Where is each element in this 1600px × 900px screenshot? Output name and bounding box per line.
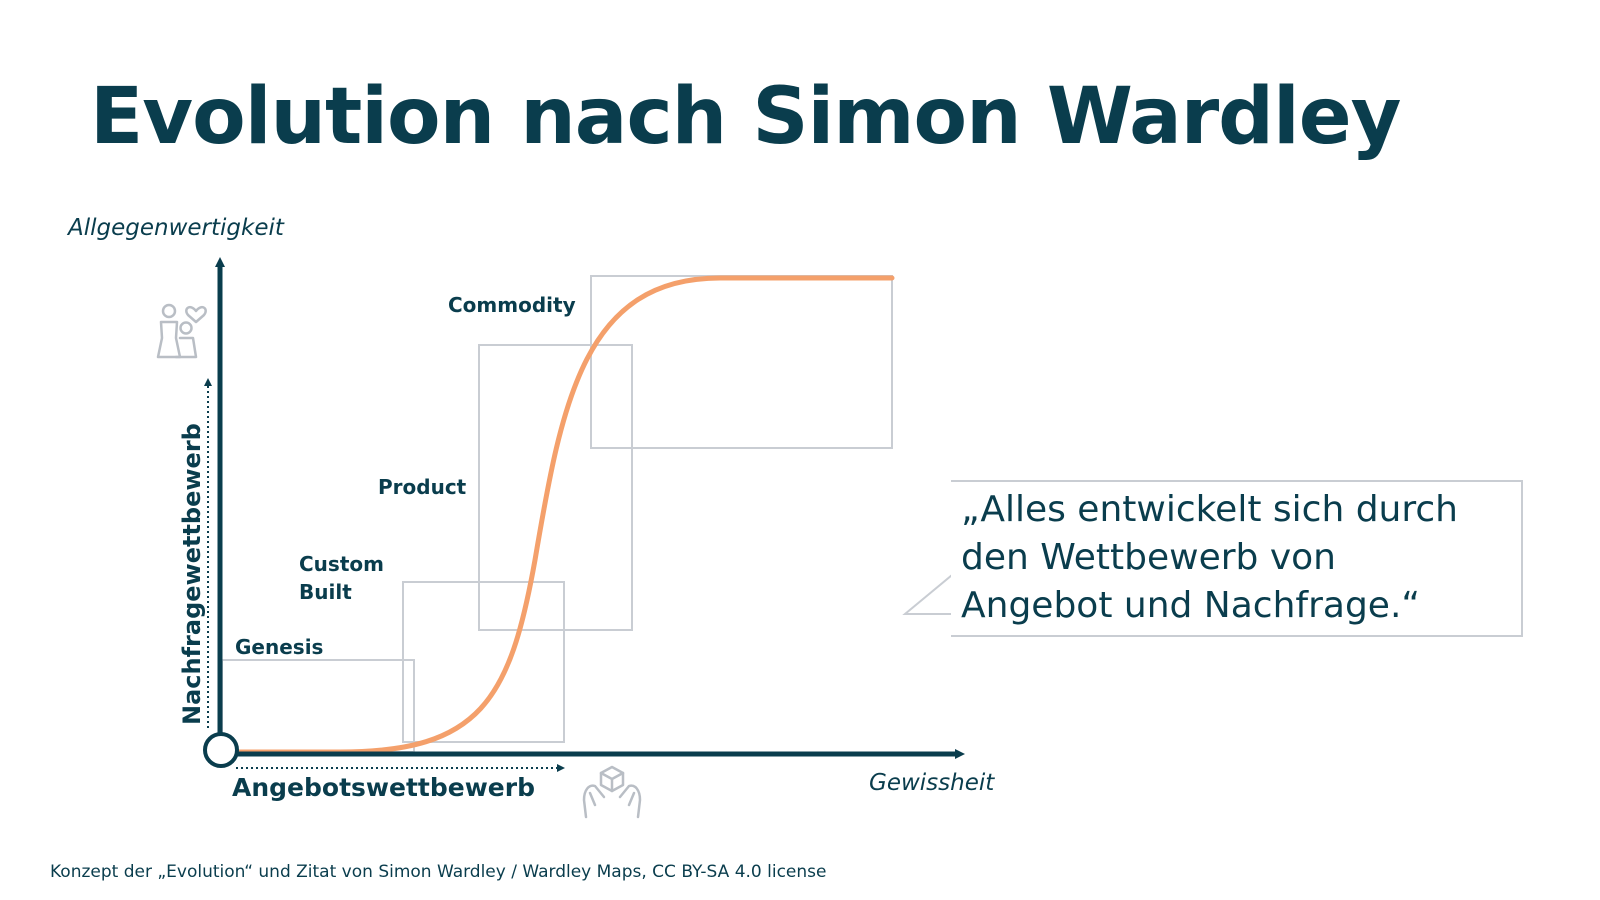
quote-line: „Alles entwickelt sich durch	[961, 489, 1458, 530]
quote-box: „Alles entwickelt sich durch den Wettbew…	[951, 480, 1523, 637]
demand-competition-label: Nachfragewettbewerb	[178, 423, 206, 725]
stage-label-genesis: Genesis	[235, 635, 323, 659]
footer-credit: Konzept der „Evolution“ und Zitat von Si…	[50, 862, 827, 882]
page-title: Evolution nach Simon Wardley	[90, 72, 1401, 162]
people-heart-icon	[156, 303, 207, 359]
quote-line: den Wettbewerb von	[961, 537, 1336, 578]
quote-line: Angebot und Nachfrage.“	[961, 585, 1421, 626]
supply-competition-label: Angebotswettbewerb	[232, 773, 535, 802]
stage-label-custom-built: Custom Built	[299, 552, 391, 604]
x-axis-label: Gewissheit	[869, 770, 995, 796]
evolution-curve	[219, 275, 895, 755]
origin-circle	[203, 732, 239, 768]
stage-label-product: Product	[378, 475, 467, 499]
product-box	[478, 344, 633, 631]
hands-box-icon	[582, 765, 642, 819]
custom-built-box	[402, 581, 565, 743]
quote-bubble-tail	[902, 480, 953, 637]
stage-label-commodity: Commodity	[448, 293, 576, 317]
y-axis-label: Allgegenwertigkeit	[66, 215, 285, 241]
genesis-box	[221, 659, 415, 753]
